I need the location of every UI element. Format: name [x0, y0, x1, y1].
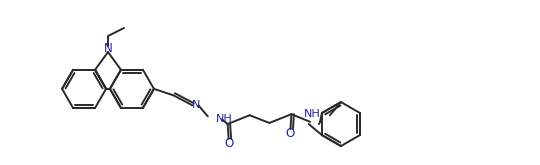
Text: O: O	[286, 127, 295, 140]
Text: O: O	[224, 137, 233, 150]
Text: N: N	[192, 100, 201, 110]
Text: N: N	[104, 42, 112, 54]
Text: NH: NH	[304, 109, 321, 119]
Text: NH: NH	[216, 114, 233, 124]
